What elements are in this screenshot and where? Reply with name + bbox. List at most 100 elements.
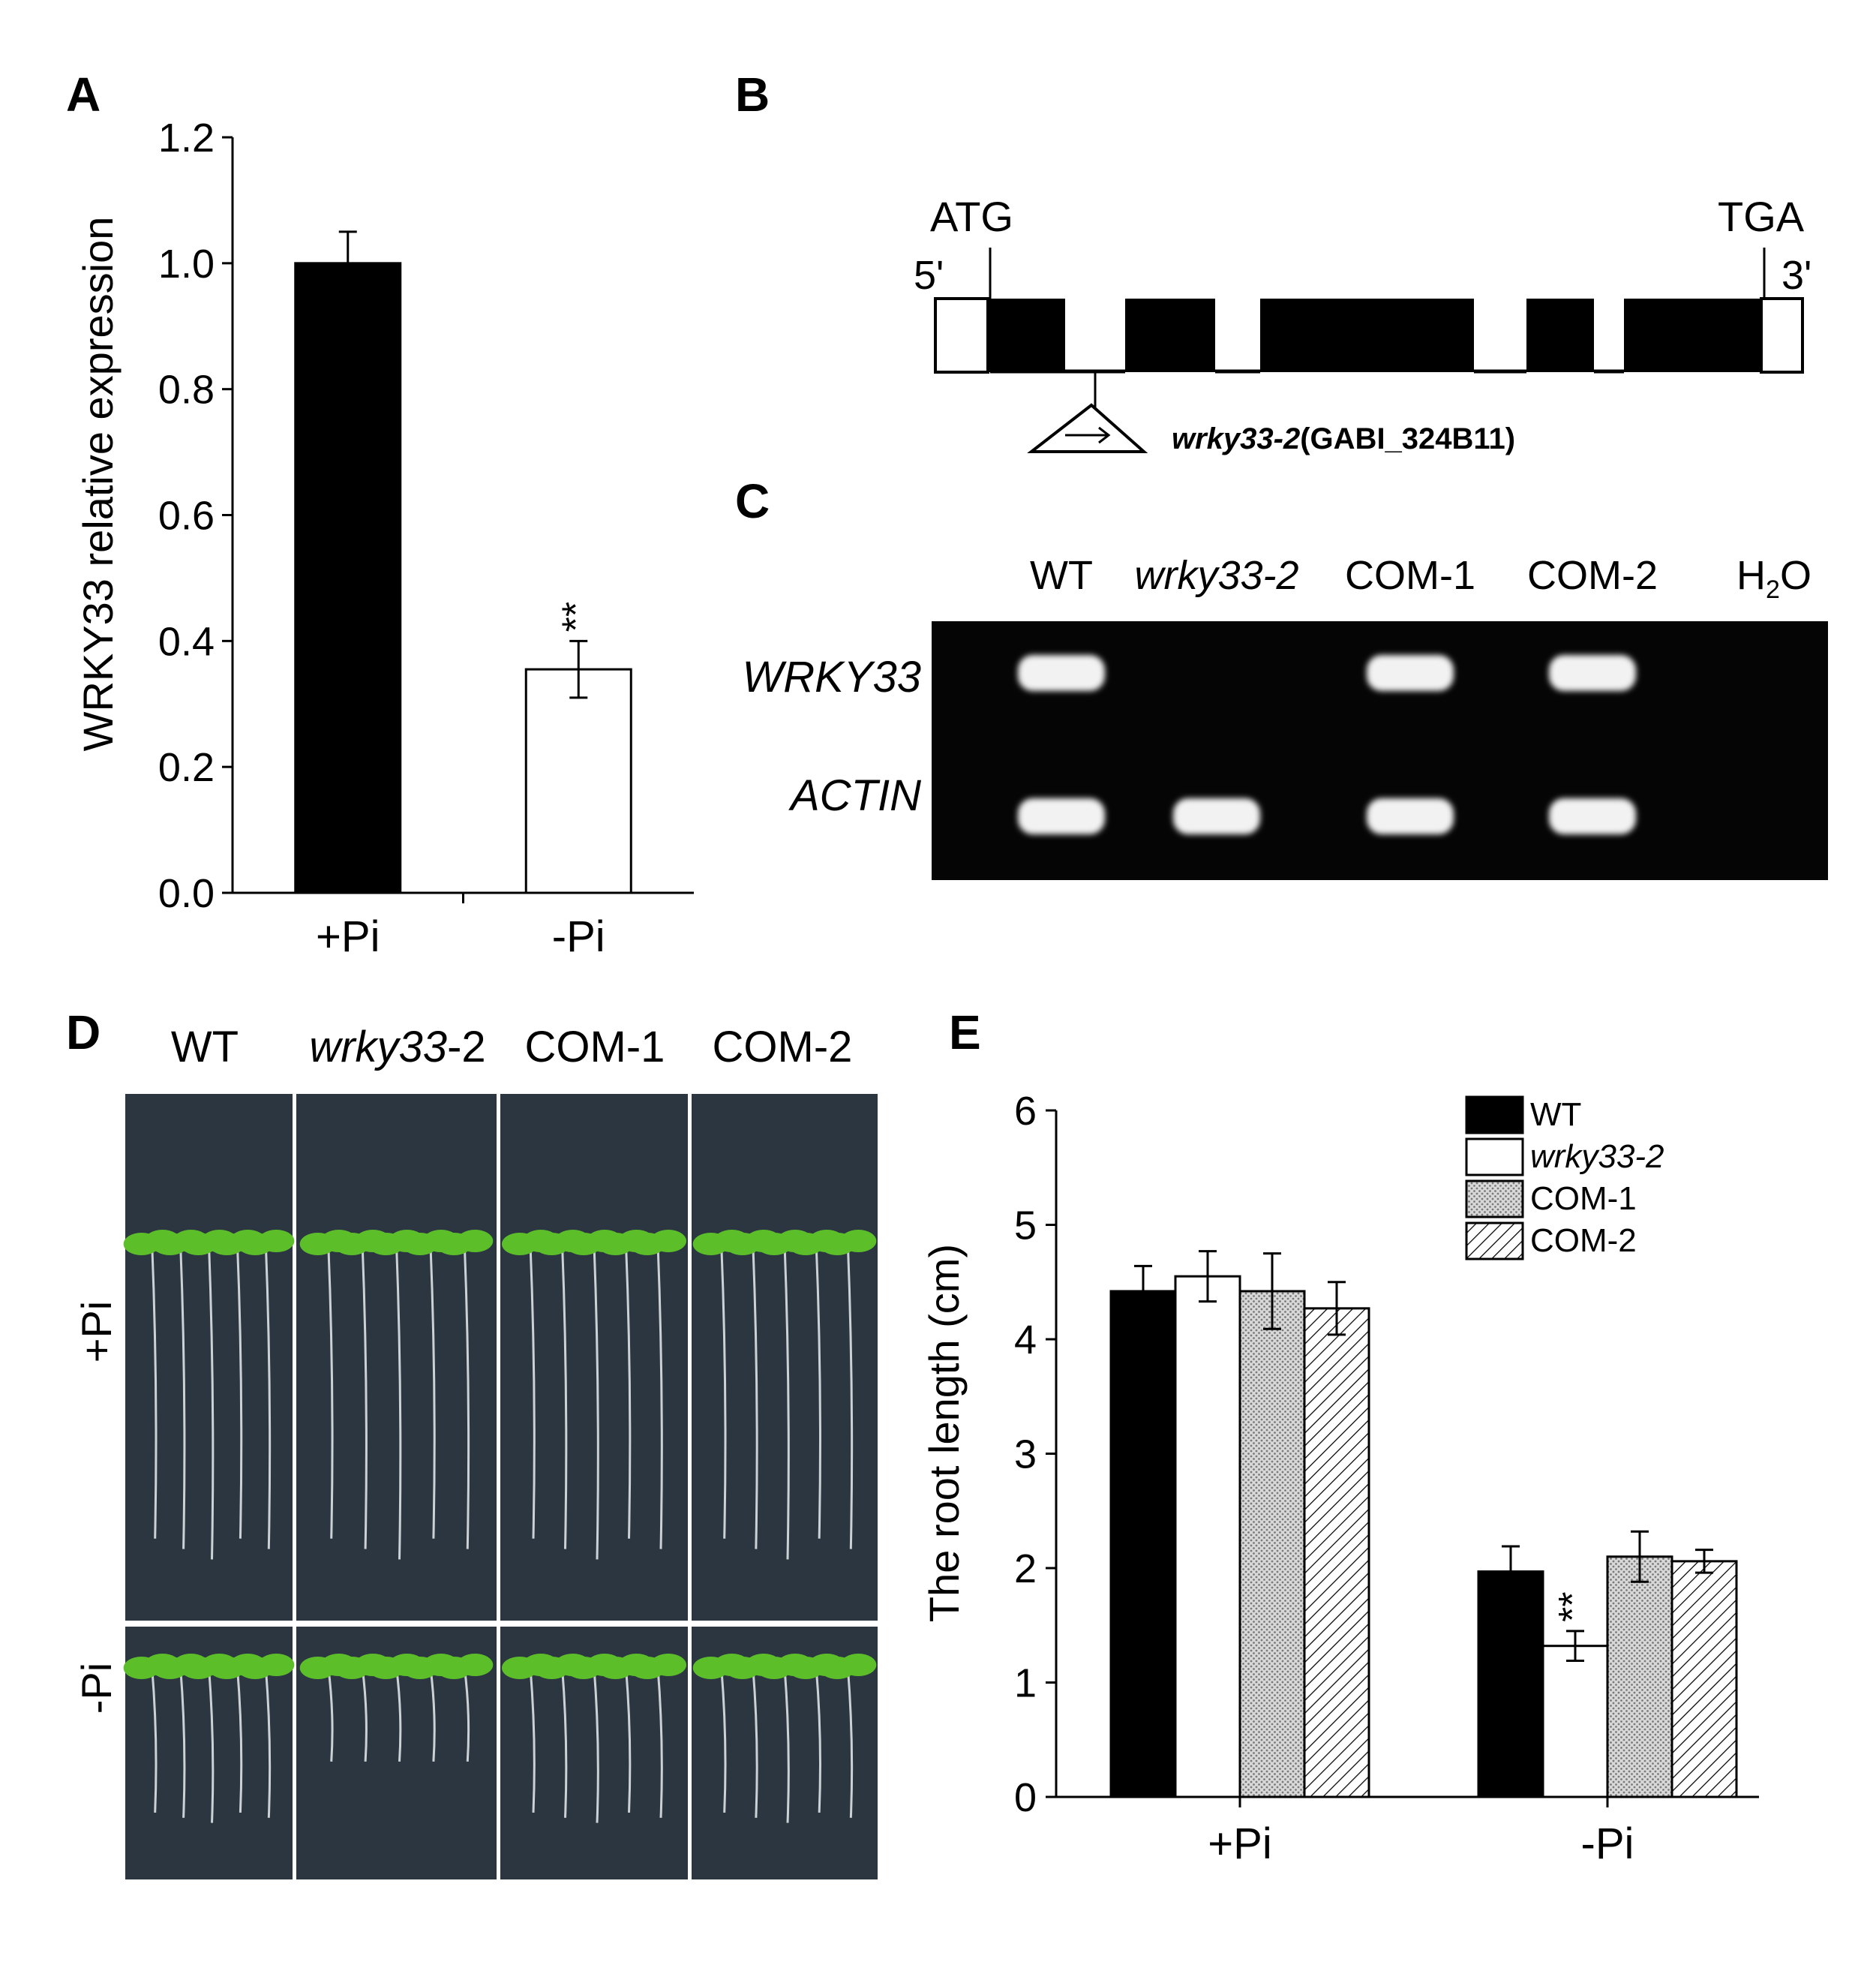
exon-4	[1526, 299, 1594, 372]
seedling-root	[429, 1667, 436, 1762]
seedling-root	[720, 1667, 727, 1813]
utr-3	[1760, 297, 1804, 374]
seedling-root	[327, 1243, 334, 1539]
utr-5	[934, 297, 989, 374]
chart-e-legend: WT wrky33-2 COM-1 COM-2	[1465, 1095, 1664, 1260]
legend-label-com2: COM-2	[1530, 1222, 1637, 1259]
gel-row-actin: ACTIN	[788, 771, 921, 820]
seedling-root	[815, 1243, 821, 1539]
seedling-root	[264, 1243, 272, 1549]
seedling-root	[151, 1243, 158, 1539]
panel-label-d: D	[66, 1005, 101, 1059]
photo-row-minus-pi: -Pi	[73, 1663, 120, 1714]
plate-image	[296, 1094, 497, 1621]
seedling-root	[625, 1667, 632, 1813]
legend-swatch-com2	[1465, 1221, 1524, 1260]
five-prime-label: 5'	[914, 253, 944, 298]
gel-lane-com2: COM-2	[1527, 553, 1658, 598]
seedling-leaf	[258, 1230, 295, 1252]
stop-codon-label: TGA	[1718, 193, 1805, 240]
seedling-root	[529, 1243, 536, 1539]
chart-e-y-tick-label: 4	[1014, 1318, 1037, 1363]
chart-a-x-tick-label: -Pi	[552, 912, 605, 961]
exon-3	[1260, 299, 1474, 372]
photo-row-plus-pi: +Pi	[73, 1301, 120, 1363]
plate-image	[500, 1094, 688, 1621]
seedling-root	[151, 1667, 158, 1813]
seedling-root	[783, 1243, 790, 1560]
chart-e-y-tick-label: 1	[1014, 1661, 1037, 1706]
seedling-root	[846, 1667, 854, 1818]
photo-col-com1: COM-1	[525, 1023, 665, 1071]
chart-e-bar	[1303, 1307, 1370, 1798]
seedling-root	[429, 1243, 436, 1539]
chart-a-y-tick-label: 0.4	[158, 619, 215, 664]
seedling-root	[395, 1667, 402, 1762]
gel-lane-com1: COM-1	[1345, 553, 1475, 598]
seedling-root	[529, 1667, 536, 1813]
seedling-root	[463, 1243, 470, 1549]
gel-band	[1367, 798, 1454, 834]
seedling-root	[179, 1667, 186, 1818]
seedling-leaf	[457, 1654, 494, 1676]
seedling-root	[208, 1667, 215, 1823]
gel-band	[1549, 798, 1636, 834]
seedling-root	[752, 1667, 758, 1818]
seedling-root	[395, 1243, 402, 1560]
seedling-root	[752, 1243, 758, 1549]
seedling-root	[656, 1667, 663, 1818]
chart-e-x-tick-label: +Pi	[1208, 1819, 1271, 1868]
panel-label-e: E	[949, 1005, 981, 1059]
photo-col-com2: COM-2	[713, 1023, 853, 1071]
chart-e-y-tick-label: 3	[1014, 1432, 1037, 1477]
chart-a-bar	[294, 262, 402, 894]
chart-e-bar	[1541, 1645, 1609, 1798]
chart-a: WRKY33 relative expression 0.0 0.2 0.4 0.6 0…	[74, 116, 694, 961]
chart-a-x-tick-label: +Pi	[316, 912, 380, 961]
chart-e-bar	[1174, 1275, 1241, 1798]
tdna-arrow-icon	[1065, 426, 1111, 444]
insertion-label: wrky33-2(GABI_324B11)	[1172, 422, 1515, 455]
seedling-root	[593, 1667, 599, 1823]
exon-5	[1624, 299, 1761, 372]
chart-e-x-tick-label: -Pi	[1581, 1819, 1634, 1868]
insertion-line: (GABI_324B11)	[1300, 422, 1515, 455]
seedling-root	[361, 1243, 368, 1549]
gel-row-wrky33: WRKY33	[742, 653, 921, 702]
chart-e: The root length (cm) 0 1 2 3 4 5 6 +Pi -Pi ** WT …	[920, 1089, 1759, 1868]
seedling-root	[783, 1667, 790, 1823]
photo-col-mutant: wrky33-2	[309, 1023, 485, 1071]
panel-label-a: A	[66, 68, 101, 122]
seedling-root	[815, 1667, 821, 1813]
seedling-leaf	[650, 1230, 686, 1252]
exon-1	[988, 299, 1065, 372]
chart-e-bar	[1109, 1290, 1177, 1798]
seedling-root	[561, 1667, 568, 1818]
legend-swatch-com1	[1465, 1179, 1524, 1218]
legend-label-mutant: wrky33-2	[1530, 1138, 1664, 1175]
seedling-leaf	[840, 1230, 877, 1252]
chart-a-y-tick-label: 0.8	[158, 368, 215, 413]
gel-band	[1018, 655, 1105, 691]
gel-lane-h2o: H2O	[1736, 553, 1811, 604]
chart-e-bar	[1606, 1555, 1673, 1798]
chart-e-bar	[1238, 1290, 1306, 1798]
gel-lane-mutant: wrky33-2	[1134, 553, 1298, 598]
seedling-leaf	[840, 1654, 877, 1676]
seedling-root	[463, 1667, 470, 1762]
seedling-root	[656, 1243, 663, 1549]
legend-label-wt: WT	[1530, 1096, 1581, 1133]
seedling-root	[561, 1243, 568, 1549]
seedling-root	[720, 1243, 727, 1539]
chart-a-ylabel: WRKY33 relative expression	[74, 217, 122, 752]
gene-model: ATG TGA 5' 3' wrky33-2(GABI_324B11)	[914, 193, 1811, 455]
plate-photo-panel: WT wrky33-2 COM-1 COM-2 +Pi -Pi	[73, 1023, 878, 1879]
chart-a-y-tick-label: 0.6	[158, 494, 215, 539]
seedling-leaf	[457, 1230, 494, 1252]
gel-band	[1367, 655, 1454, 691]
seedling-leaf	[258, 1654, 295, 1676]
chart-e-bar	[1670, 1560, 1738, 1798]
seedling-root	[236, 1243, 243, 1539]
chart-a-y-tick-label: 1.0	[158, 242, 215, 287]
